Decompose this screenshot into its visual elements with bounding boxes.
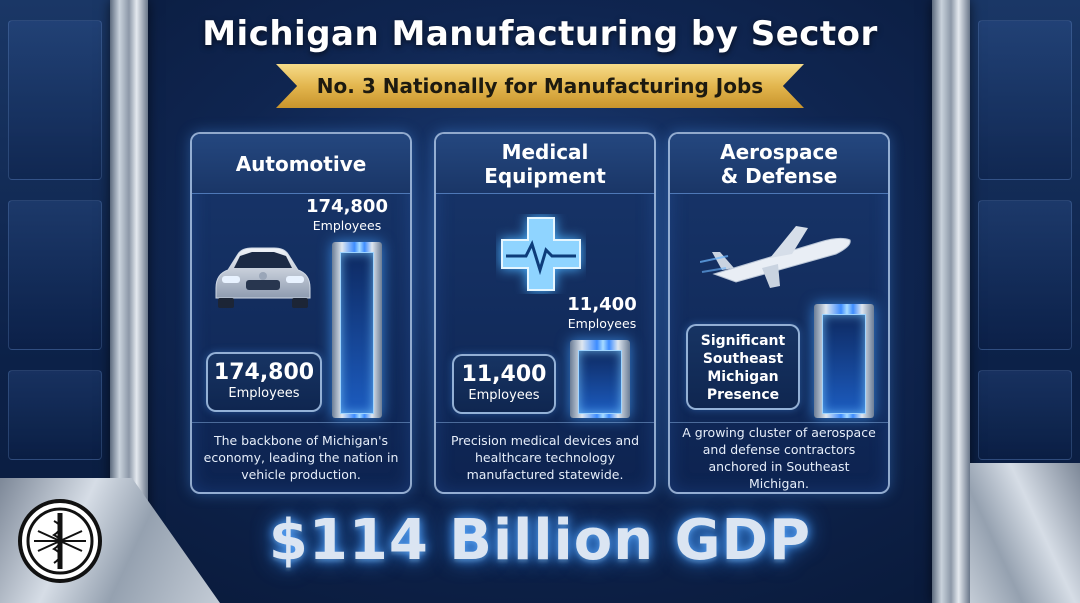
card-aerospace-defense: Aerospace & Defense Significant Southeast… — [668, 132, 890, 494]
logo-emblem-icon — [26, 507, 94, 575]
left-side-panel — [0, 0, 110, 603]
heading-line-2: & Defense — [720, 163, 838, 188]
bubble-line-4: Presence — [706, 387, 780, 403]
bubble-value: 174,800 — [213, 360, 315, 385]
aerospace-bar — [814, 304, 874, 418]
stat-bubble: 174,800 Employees — [206, 352, 322, 412]
card-description: Precision medical devices and healthcare… — [436, 422, 654, 492]
heading-line-1: Aerospace — [720, 139, 838, 164]
gdp-headline: $114 Billion GDP — [268, 508, 812, 573]
bubble-line-1: Significant — [700, 333, 786, 349]
card-heading: Aerospace & Defense — [670, 134, 888, 194]
medical-cross-icon — [501, 217, 581, 291]
right-side-panel — [970, 0, 1080, 603]
heading-line-1: Medical — [501, 139, 589, 164]
top-stat-value: 11,400 — [567, 294, 637, 315]
top-stat-value: 174,800 — [306, 196, 388, 217]
card-automotive: Automotive 174,800 Employees 174,800 Emp… — [190, 132, 412, 494]
stat-bubble: 11,400 Employees — [452, 354, 556, 414]
top-stat: 11,400 Employees — [554, 294, 650, 331]
card-heading: Automotive — [192, 134, 410, 194]
presence-bubble: Significant Southeast Michigan Presence — [686, 324, 800, 410]
card-description: A growing cluster of aerospace and defen… — [670, 422, 888, 492]
car-icon — [215, 247, 311, 308]
card-description: The backbone of Michigan's economy, lead… — [192, 422, 410, 492]
heading-line-2: Equipment — [484, 163, 606, 188]
bubble-label: Employees — [228, 386, 300, 401]
ranking-ribbon: No. 3 Nationally for Manufacturing Jobs — [276, 64, 804, 108]
bubble-line-2: Southeast — [702, 351, 784, 367]
right-metal-corner — [970, 463, 1080, 603]
top-stat: 174,800 Employees — [292, 196, 402, 233]
bubble-label: Employees — [468, 388, 540, 403]
bubble-value: 11,400 — [461, 362, 547, 387]
card-medical-equipment: Medical Equipment 11,400 Employees 11,400… — [434, 132, 656, 494]
automotive-bar — [332, 242, 382, 418]
top-stat-label: Employees — [312, 218, 382, 233]
page-title: Michigan Manufacturing by Sector — [202, 14, 878, 54]
card-heading: Medical Equipment — [436, 134, 654, 194]
airplane-icon — [700, 226, 851, 288]
right-metal-pillar — [932, 0, 970, 603]
logo-badge — [18, 499, 102, 583]
top-stat-label: Employees — [567, 316, 637, 331]
medical-bar — [570, 340, 630, 418]
bubble-line-3: Michigan — [707, 369, 779, 385]
